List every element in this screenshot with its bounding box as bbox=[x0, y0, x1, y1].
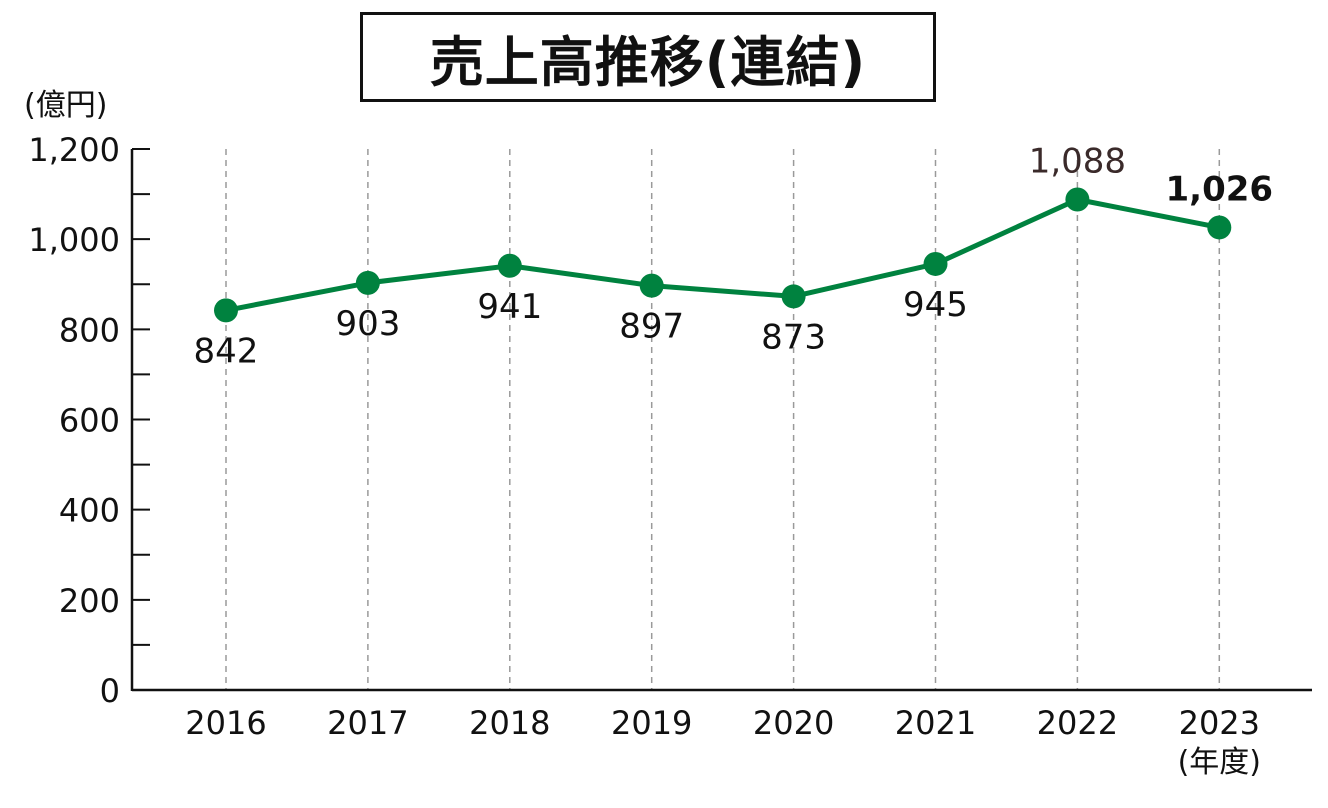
chart-title: 売上高推移(連結) bbox=[429, 30, 867, 94]
y-tick-label: 200 bbox=[59, 582, 120, 620]
x-axis-unit-label: (年度) bbox=[1178, 745, 1261, 780]
data-label-2019: 897 bbox=[619, 307, 684, 347]
data-point-2018 bbox=[497, 253, 522, 278]
y-axis-unit-label: (億円) bbox=[24, 88, 108, 123]
x-tick-label-2023: 2023 bbox=[1179, 704, 1260, 742]
y-tick-label: 800 bbox=[59, 311, 120, 349]
data-point-2021 bbox=[923, 251, 948, 276]
y-tick-label: 1,000 bbox=[28, 221, 120, 259]
x-tick-label-2020: 2020 bbox=[753, 704, 834, 742]
y-tick-label: 400 bbox=[59, 492, 120, 530]
x-tick-label-2019: 2019 bbox=[611, 704, 692, 742]
chart-title-box: 売上高推移(連結) bbox=[360, 12, 936, 102]
y-tick-label: 600 bbox=[59, 402, 120, 440]
x-tick-label-2021: 2021 bbox=[895, 704, 976, 742]
data-label-2022: 1,088 bbox=[1029, 141, 1126, 181]
data-label-2021: 945 bbox=[903, 285, 968, 325]
data-label-2016: 842 bbox=[194, 331, 259, 371]
data-point-2016 bbox=[214, 298, 238, 323]
data-point-2023 bbox=[1207, 215, 1232, 240]
x-tick-label-2017: 2017 bbox=[327, 704, 408, 742]
y-tick-label: 1,200 bbox=[28, 131, 120, 169]
data-label-2017: 903 bbox=[335, 304, 400, 344]
data-point-2019 bbox=[639, 273, 664, 298]
x-tick-label-2016: 2016 bbox=[185, 704, 266, 742]
x-tick-label-2022: 2022 bbox=[1037, 704, 1118, 742]
data-point-2020 bbox=[781, 284, 806, 309]
x-tick-label-2018: 2018 bbox=[469, 704, 550, 742]
data-point-2017 bbox=[355, 270, 380, 295]
y-tick-label: 0 bbox=[100, 672, 120, 710]
series-line bbox=[225, 196, 1220, 313]
data-label-2020: 873 bbox=[761, 317, 826, 357]
data-label-2023: 1,026 bbox=[1166, 169, 1274, 209]
data-label-2018: 941 bbox=[477, 287, 542, 327]
data-point-2022 bbox=[1065, 187, 1090, 212]
